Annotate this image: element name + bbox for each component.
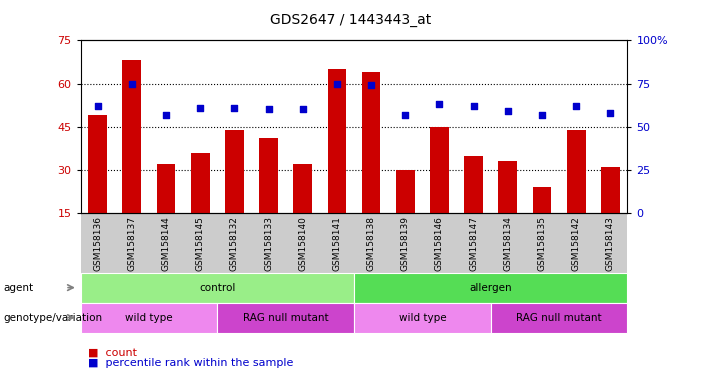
Bar xyxy=(498,161,517,213)
Point xyxy=(126,81,137,87)
Text: ■  percentile rank within the sample: ■ percentile rank within the sample xyxy=(88,358,293,368)
Bar xyxy=(191,152,210,213)
Text: RAG null mutant: RAG null mutant xyxy=(243,313,329,323)
Bar xyxy=(225,130,244,213)
Point xyxy=(229,104,240,111)
Bar xyxy=(88,115,107,213)
Text: RAG null mutant: RAG null mutant xyxy=(516,313,602,323)
Point xyxy=(536,112,547,118)
Text: wild type: wild type xyxy=(399,313,446,323)
Text: ■  count: ■ count xyxy=(88,348,137,358)
Bar xyxy=(533,187,552,213)
Point xyxy=(571,103,582,109)
Point xyxy=(92,103,103,109)
Bar xyxy=(123,61,142,213)
Point xyxy=(605,110,616,116)
Text: control: control xyxy=(199,283,236,293)
Text: genotype/variation: genotype/variation xyxy=(4,313,102,323)
Text: allergen: allergen xyxy=(470,283,512,293)
Point xyxy=(468,103,479,109)
Point xyxy=(161,112,172,118)
Bar xyxy=(156,164,175,213)
Point xyxy=(434,101,445,107)
Bar xyxy=(293,164,312,213)
Bar xyxy=(464,156,483,213)
Bar xyxy=(601,167,620,213)
Bar xyxy=(396,170,415,213)
Point xyxy=(502,108,513,114)
Point xyxy=(332,81,343,87)
Text: wild type: wild type xyxy=(125,313,172,323)
Text: GDS2647 / 1443443_at: GDS2647 / 1443443_at xyxy=(270,13,431,27)
Point xyxy=(263,106,274,113)
Text: agent: agent xyxy=(4,283,34,293)
Bar xyxy=(362,72,381,213)
Bar xyxy=(566,130,585,213)
Bar xyxy=(430,127,449,213)
Point xyxy=(195,104,206,111)
Bar xyxy=(327,69,346,213)
Point xyxy=(400,112,411,118)
Point xyxy=(297,106,308,113)
Point xyxy=(365,82,376,88)
Bar xyxy=(259,138,278,213)
